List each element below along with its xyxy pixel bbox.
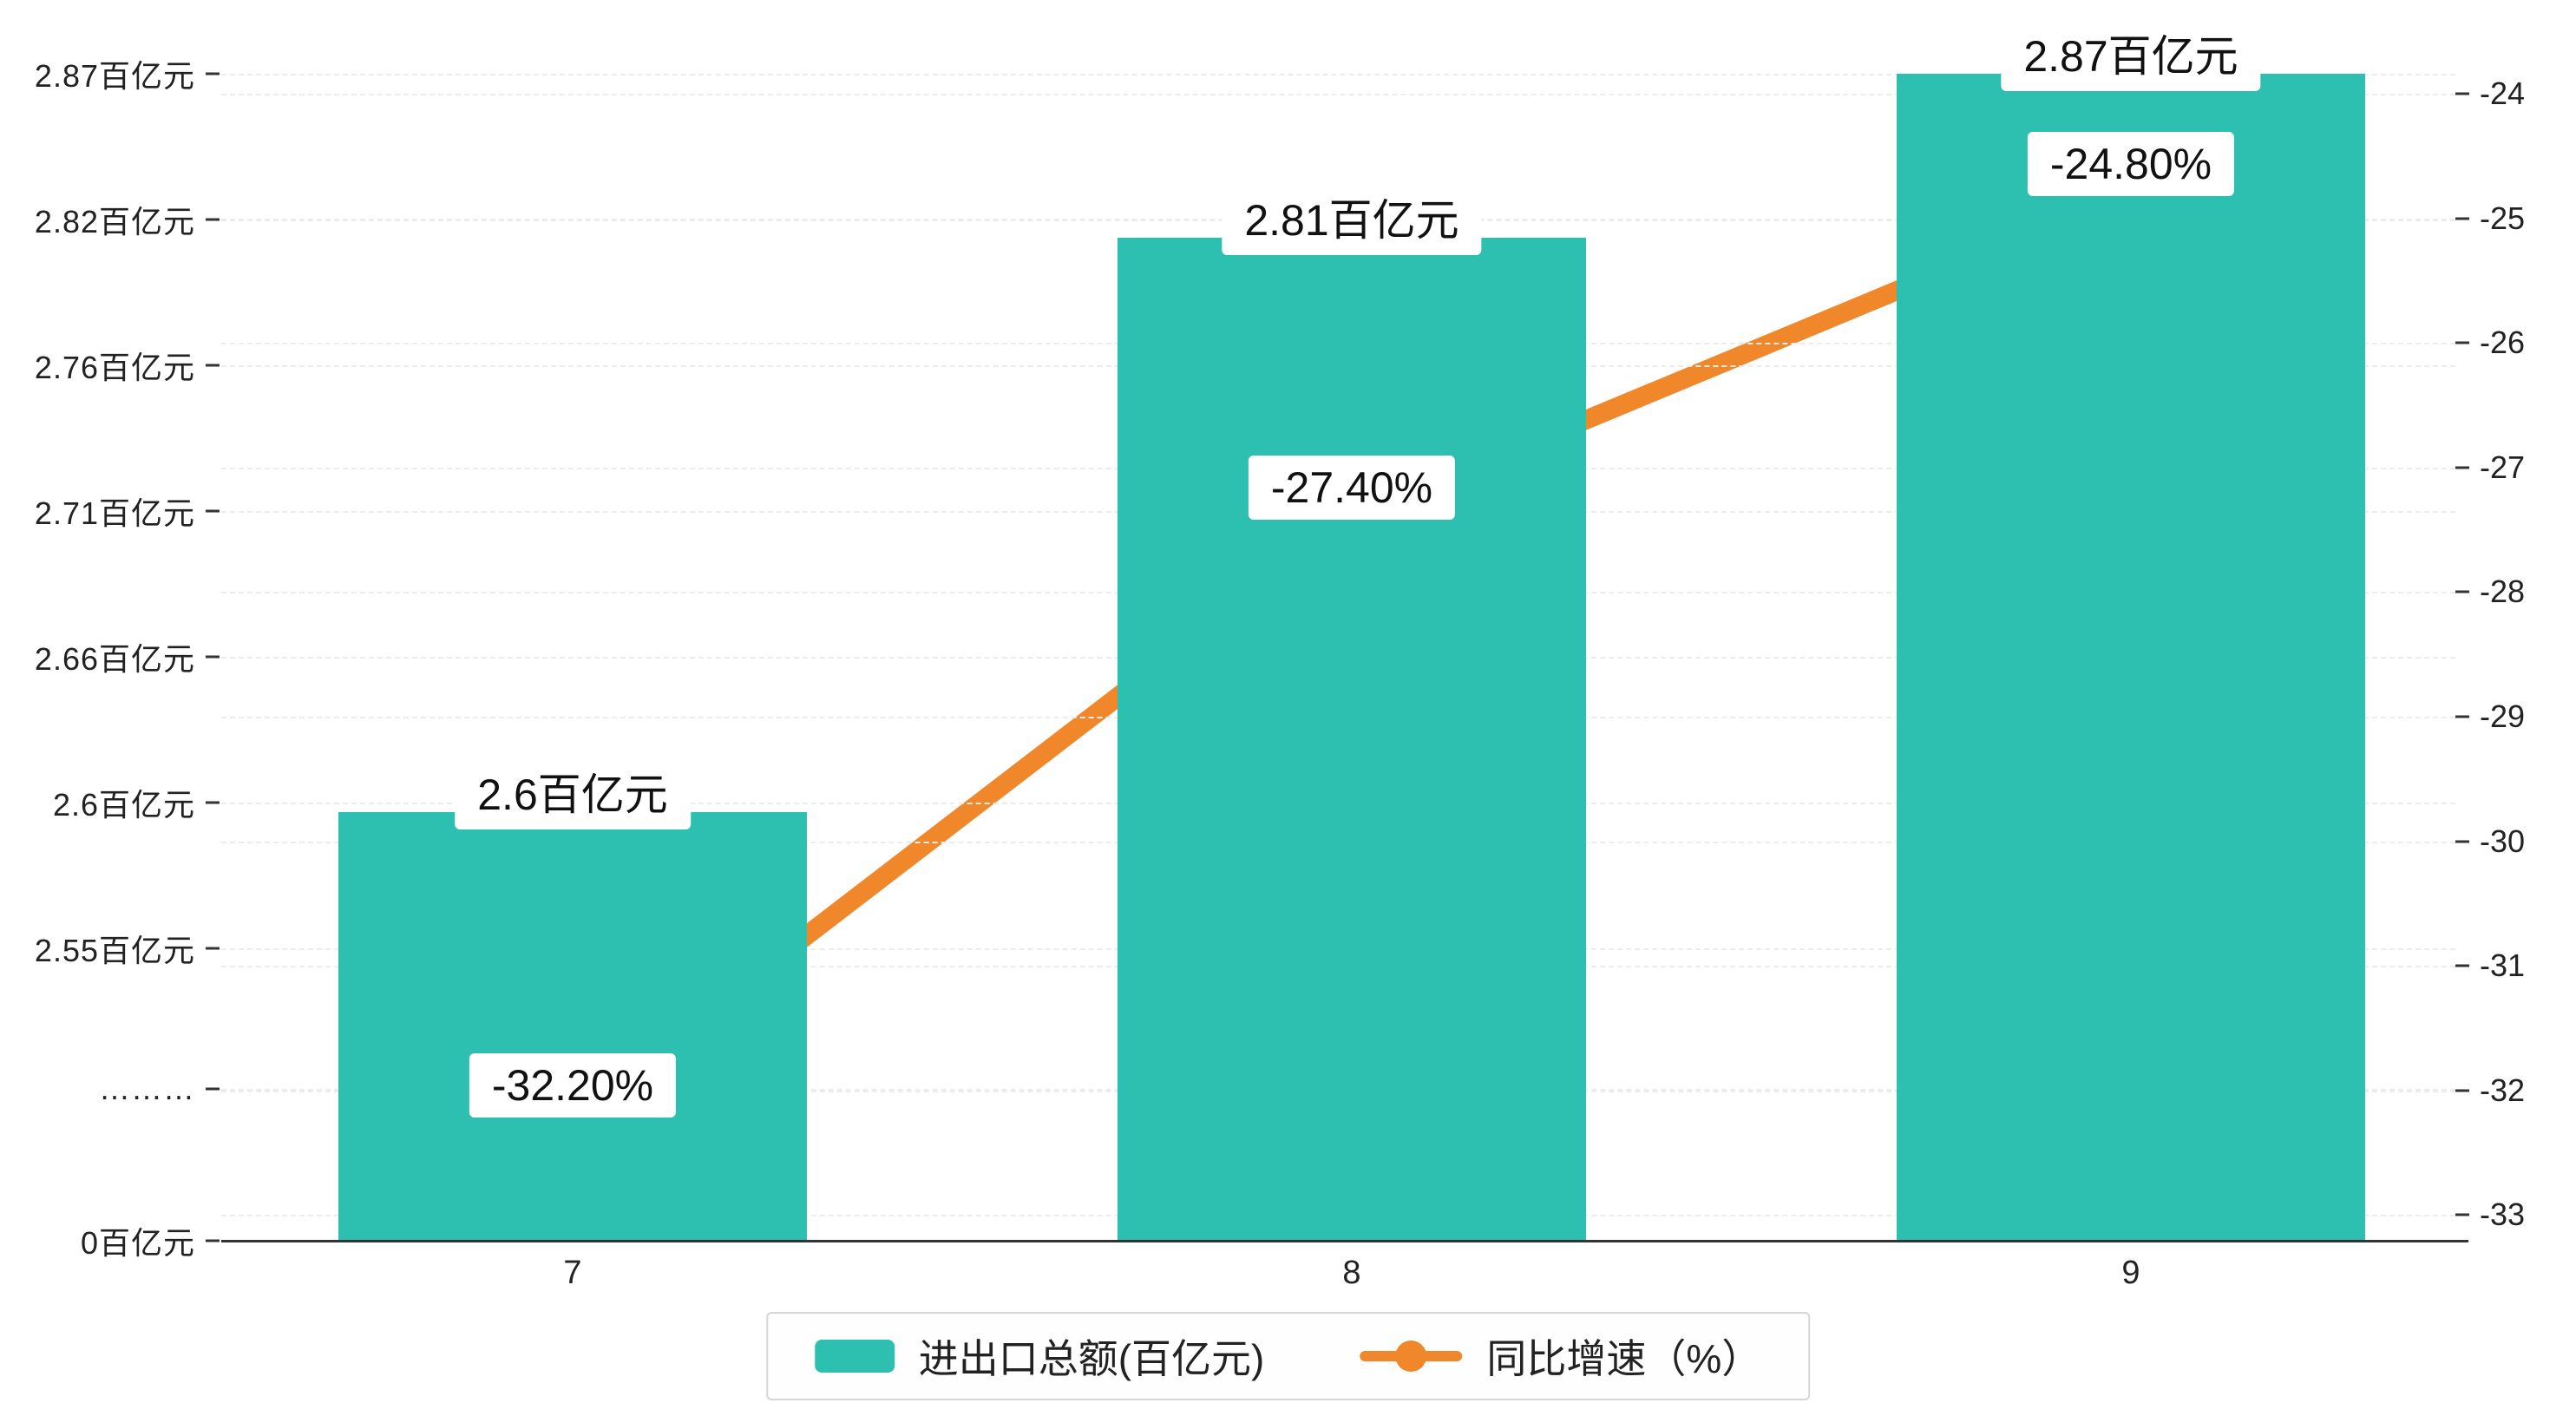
left-axis-tick-label: 2.76百亿元 (34, 350, 195, 385)
x-axis-label-month-9: 9 (2121, 1255, 2140, 1291)
x-axis-label-month-7: 7 (563, 1255, 582, 1291)
right-axis-tick-mark (2455, 217, 2469, 220)
x-axis-label-month-8: 8 (1342, 1255, 1361, 1291)
right-axis-tick-label: -31 (2480, 947, 2526, 984)
right-axis-tick-label: -28 (2480, 574, 2526, 610)
right-axis-tick-label: -30 (2480, 823, 2526, 859)
right-axis-tick-mark (2455, 964, 2469, 967)
left-axis-tick-mark (206, 218, 220, 221)
right-axis-tick-mark (2455, 840, 2469, 843)
legend-label-bar-series: 进出口总额(百亿元) (918, 1336, 1265, 1381)
left-axis-tick-label: 2.55百亿元 (34, 933, 195, 968)
legend-item-bar-series[interactable]: 进出口总额(百亿元) (814, 1328, 1265, 1385)
legend-item-line-series[interactable]: 同比增速（%） (1360, 1328, 1761, 1385)
right-axis-tick-mark (2455, 466, 2469, 469)
right-axis-tick-label: -32 (2480, 1072, 2526, 1108)
bar-value-label-month-9: 2.87百亿元 (2001, 15, 2261, 91)
right-axis-tick-label: -27 (2480, 449, 2526, 485)
left-axis-tick-mark (206, 364, 220, 367)
bar-series-swatch (814, 1340, 895, 1373)
left-axis-tick-label: 2.6百亿元 (52, 787, 195, 823)
line-value-label-month-7: -32.20% (469, 1053, 677, 1118)
gridline (221, 74, 2455, 75)
left-axis-tick-label: 2.71百亿元 (34, 495, 195, 531)
right-axis-tick-mark (2455, 1213, 2469, 1216)
right-axis-tick-mark (2455, 715, 2469, 718)
left-axis-tick-mark (206, 801, 220, 804)
line-series-marker (1360, 1341, 1463, 1372)
line-value-label-month-8: -27.40% (1248, 456, 1456, 521)
left-axis-tick-label: 2.66百亿元 (34, 641, 195, 677)
bar-value-label-month-8: 2.81百亿元 (1222, 179, 1482, 255)
x-axis-line (221, 1240, 2468, 1242)
left-axis-tick-label: 2.82百亿元 (34, 204, 195, 239)
legend-label-line-series: 同比增速（%） (1486, 1336, 1762, 1381)
bar-month-8[interactable] (1118, 238, 1586, 1241)
left-axis-tick-mark (206, 509, 220, 513)
right-axis-tick-label: -33 (2480, 1196, 2526, 1233)
left-axis-tick-mark (206, 1087, 220, 1091)
left-axis-tick-mark (206, 655, 220, 659)
gridline (221, 94, 2455, 95)
right-axis-tick-label: -25 (2480, 200, 2526, 236)
right-axis-tick-label: -26 (2480, 324, 2526, 361)
bar-month-7[interactable] (338, 811, 807, 1241)
left-axis-tick-mark (206, 72, 220, 75)
right-axis-tick-mark (2455, 341, 2469, 344)
line-series-marker-dot (1395, 1341, 1427, 1372)
left-axis-tick-label: ……… (99, 1071, 195, 1106)
left-axis-tick-mark (206, 1239, 220, 1242)
bar-value-label-month-7: 2.6百亿元 (455, 752, 691, 829)
right-axis-tick-mark (2455, 590, 2469, 593)
line-value-label-month-9: -24.80% (2027, 131, 2235, 196)
left-axis-tick-label: 2.87百亿元 (34, 58, 195, 94)
right-axis-tick-label: -24 (2480, 75, 2526, 111)
left-axis-tick-mark (206, 947, 220, 950)
right-axis-tick-label: -29 (2480, 698, 2526, 734)
right-axis-tick-mark (2455, 1089, 2469, 1092)
right-axis-tick-mark (2455, 92, 2469, 95)
bar-month-9[interactable] (1897, 74, 2365, 1241)
legend: 进出口总额(百亿元) 同比增速（%） (765, 1312, 1811, 1400)
left-axis-tick-label: 0百亿元 (80, 1225, 195, 1261)
